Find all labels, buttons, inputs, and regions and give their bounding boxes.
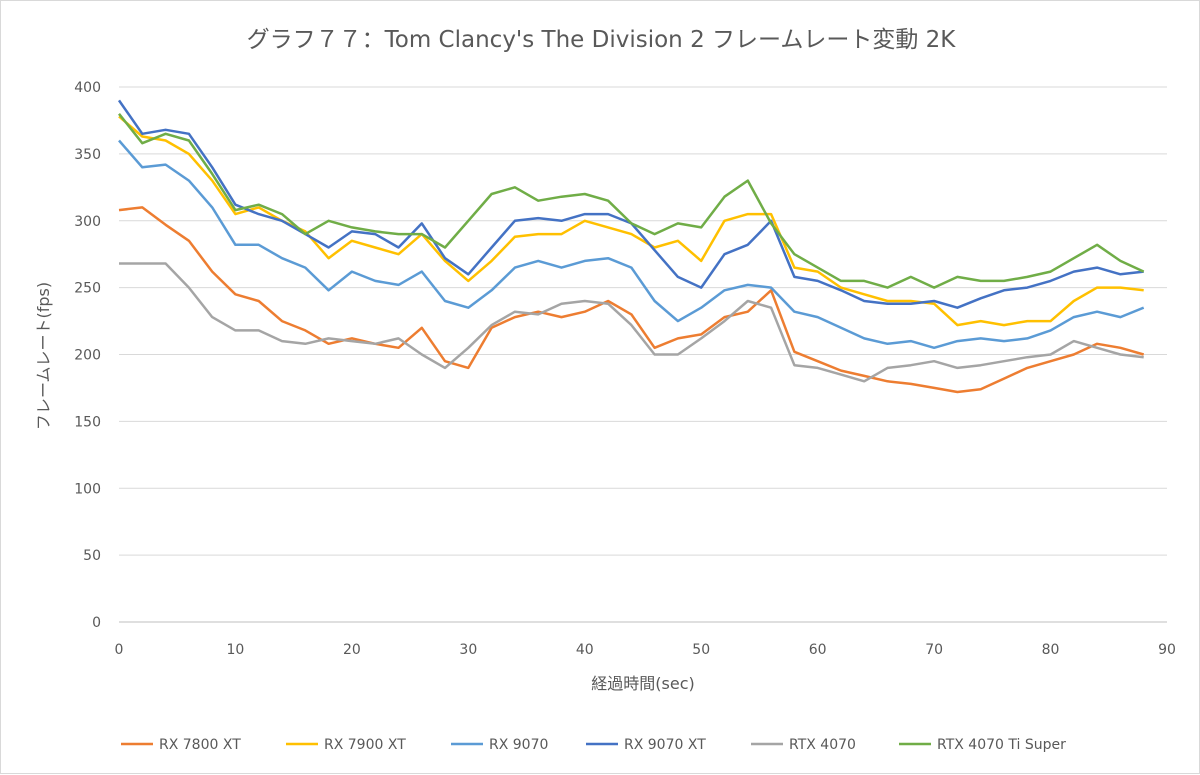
series-lines bbox=[117, 99, 1145, 394]
legend-label: RX 9070 XT bbox=[624, 737, 706, 753]
x-tick-label: 30 bbox=[459, 642, 477, 658]
legend: RX 7800 XT RX 7900 XT RX 9070 RX 9070 XT RTX… bbox=[121, 737, 1066, 753]
y-tick-label: 350 bbox=[74, 147, 101, 163]
series-line bbox=[118, 113, 1145, 289]
y-tick-label: 250 bbox=[74, 281, 101, 297]
series-line bbox=[118, 139, 1145, 350]
y-tick-label: 100 bbox=[74, 481, 101, 497]
x-tick-label: 40 bbox=[576, 642, 594, 658]
chart-title: グラフ７７：Tom Clancy's The Division 2 フレームレー… bbox=[247, 27, 957, 53]
y-tick-label: 300 bbox=[74, 214, 101, 230]
legend-label: RX 7900 XT bbox=[324, 737, 406, 753]
y-tick-label: 150 bbox=[74, 414, 101, 430]
x-axis-ticks: 0 10 20 30 40 50 60 70 80 90 bbox=[115, 642, 1176, 658]
series-line bbox=[117, 99, 1144, 309]
series-line bbox=[118, 206, 1145, 394]
y-tick-label: 200 bbox=[74, 348, 101, 364]
y-axis-label: フレームレート(fps) bbox=[34, 282, 53, 430]
x-tick-label: 50 bbox=[692, 642, 710, 658]
legend-label: RX 7800 XT bbox=[159, 737, 241, 753]
series-line bbox=[119, 262, 1144, 383]
x-tick-label: 10 bbox=[227, 642, 245, 658]
legend-label: RX 9070 bbox=[489, 737, 548, 753]
y-axis-ticks: 0 50 100 150 200 250 300 350 400 bbox=[74, 80, 101, 631]
y-tick-label: 400 bbox=[74, 80, 101, 96]
x-tick-label: 0 bbox=[115, 642, 124, 658]
x-tick-label: 90 bbox=[1158, 642, 1176, 658]
y-tick-label: 50 bbox=[83, 548, 101, 564]
legend-label: RTX 4070 bbox=[789, 737, 856, 753]
x-tick-label: 70 bbox=[925, 642, 943, 658]
x-axis-label: 経過時間(sec) bbox=[591, 674, 694, 693]
y-tick-label: 0 bbox=[92, 615, 101, 631]
legend-label: RTX 4070 Ti Super bbox=[937, 737, 1066, 753]
x-tick-label: 60 bbox=[809, 642, 827, 658]
gridlines bbox=[119, 86, 1167, 623]
x-tick-label: 20 bbox=[343, 642, 361, 658]
x-tick-label: 80 bbox=[1042, 642, 1060, 658]
